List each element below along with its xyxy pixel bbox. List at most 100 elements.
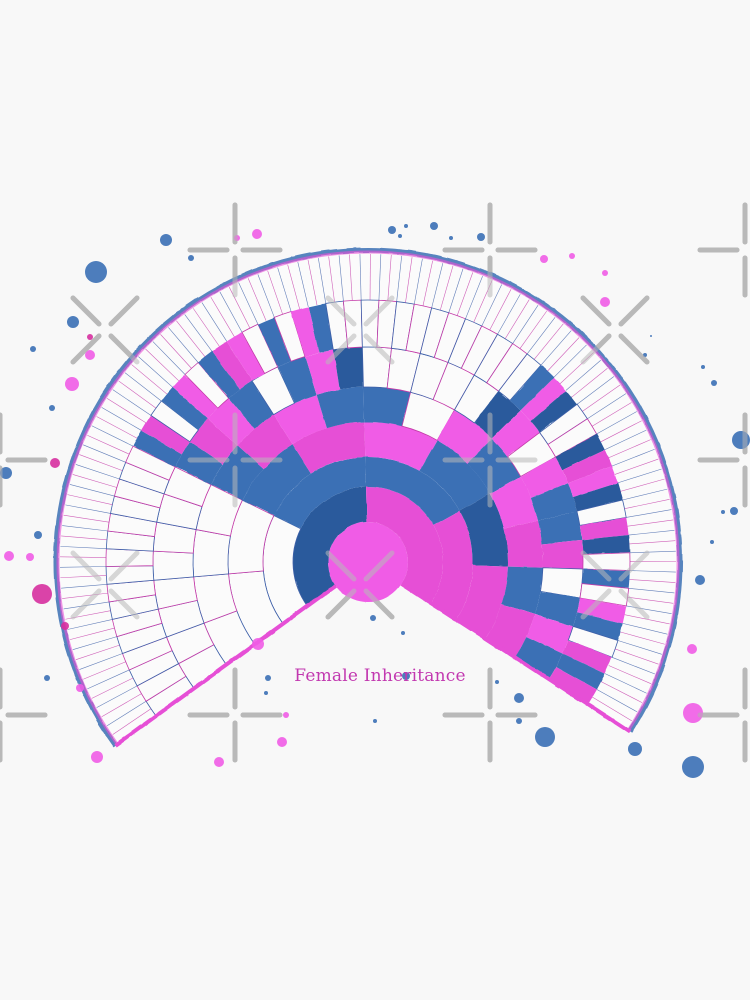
fan-segment [520, 456, 569, 498]
fan-segment [562, 640, 613, 674]
fan-segment [365, 457, 460, 526]
fan-segment [172, 374, 218, 419]
splatter-dot [0, 467, 12, 479]
splatter-dot [252, 638, 264, 650]
fan-segment [175, 441, 223, 485]
fan-segment [212, 341, 253, 390]
splatter-dot [49, 405, 55, 411]
fan-segment [490, 476, 539, 529]
fan-segment [242, 444, 312, 516]
paint-splatter-dots [0, 222, 750, 778]
splatter-dot [682, 756, 704, 778]
fan-segment [492, 410, 540, 457]
fan-segment [534, 591, 580, 627]
fan-segment [141, 415, 190, 455]
fan-segment [333, 347, 364, 390]
splatter-dot [711, 380, 717, 386]
splatter-dot [32, 584, 52, 604]
fan-segment [198, 351, 241, 399]
splatter-dot [402, 672, 410, 680]
splatter-dot [628, 742, 642, 756]
fan-segment [530, 483, 577, 521]
fan-segment [581, 535, 630, 555]
fan-segment [572, 482, 623, 512]
fan-segment [548, 666, 597, 705]
artwork-caption: Female Inheritance [294, 666, 466, 686]
splatter-dot [430, 222, 438, 230]
splatter-dot [26, 553, 34, 561]
splatter-dot [85, 350, 95, 360]
fan-segment [192, 529, 231, 578]
fan-segment [577, 598, 627, 624]
fan-segment [308, 303, 334, 353]
splatter-dot [252, 229, 262, 239]
splatter-dot [449, 236, 453, 240]
fan-segment [292, 422, 366, 474]
fan-segment [437, 409, 493, 464]
splatter-dot [160, 234, 172, 246]
splatter-dot [710, 540, 714, 544]
fan-segment [363, 387, 411, 427]
splatter-dot [535, 727, 555, 747]
fan-segment [237, 414, 293, 469]
fan-segment [526, 614, 574, 654]
splatter-dot [277, 737, 287, 747]
splatter-dot [730, 507, 738, 515]
splatter-dot [398, 234, 402, 238]
fan-segment [277, 356, 317, 404]
splatter-dot [516, 718, 522, 724]
splatter-dot [373, 719, 377, 723]
splatter-dot [569, 253, 575, 259]
splatter-dot [214, 757, 224, 767]
fan-segment [316, 387, 365, 429]
splatter-dot [44, 675, 50, 681]
fan-segment [538, 511, 582, 544]
splatter-dot [404, 224, 408, 228]
fan-chart [53, 247, 683, 748]
fan-segment [189, 418, 238, 465]
splatter-dot [61, 622, 69, 630]
splatter-dot [600, 297, 610, 307]
fan-segment [366, 487, 444, 603]
fan-segment [547, 418, 598, 458]
fan-segment [501, 566, 543, 615]
fan-segment [520, 377, 566, 422]
splatter-dot [650, 335, 652, 337]
fan-segment [542, 539, 583, 570]
splatter-dot [514, 693, 524, 703]
fan-segment [568, 466, 618, 498]
fan-segment [579, 517, 629, 540]
fan-segment [419, 440, 491, 511]
fan-segment [555, 433, 605, 470]
splatter-dot [495, 680, 499, 684]
fan-segment [152, 550, 195, 581]
splatter-dot [76, 684, 84, 692]
watermark-layer [0, 202, 748, 763]
splatter-dot [265, 675, 271, 681]
fan-segment [257, 317, 292, 367]
splatter-dot [67, 316, 79, 328]
splatter-dot [721, 510, 725, 514]
splatter-dot [401, 631, 405, 635]
fan-segment [530, 390, 578, 433]
fan-segment [514, 636, 563, 680]
splatter-dot [91, 751, 103, 763]
splatter-dot [540, 255, 548, 263]
fan-segment [364, 422, 438, 471]
splatter-dot [30, 346, 36, 352]
fan-segment [328, 522, 408, 602]
fan-segment [509, 365, 554, 411]
splatter-dot [4, 551, 14, 561]
splatter-dot [701, 365, 705, 369]
fan-segment [504, 520, 543, 568]
fan-segment [459, 493, 509, 567]
fan-segment [567, 625, 619, 658]
fan-segment [555, 653, 606, 690]
fan-segment [251, 366, 296, 416]
splatter-dot [687, 644, 697, 654]
splatter-dot [695, 575, 705, 585]
fan-segment [292, 487, 367, 607]
splatter-dot [65, 377, 79, 391]
fan-segment [241, 323, 279, 375]
fan-segment [573, 612, 623, 641]
